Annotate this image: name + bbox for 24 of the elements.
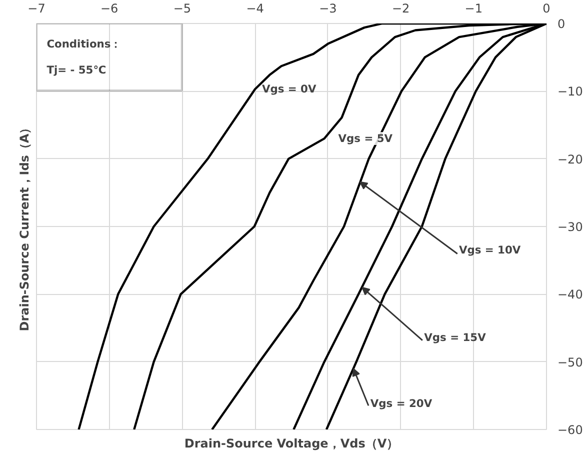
annotation: Tj= - 55℃ bbox=[46, 64, 106, 77]
x-tick-label: −1 bbox=[464, 2, 482, 16]
y-tick-label: −50 bbox=[558, 355, 583, 370]
x-tick-label: −2 bbox=[392, 2, 410, 16]
x-axis-title: Drain-Source Voltage，Vds（V） bbox=[184, 436, 399, 450]
annotation: Conditions： bbox=[46, 37, 122, 50]
x-tick-label: −6 bbox=[100, 2, 118, 16]
annotation: Vgs = 20V bbox=[370, 397, 433, 410]
x-tick-label: −3 bbox=[319, 2, 337, 16]
annotation: Vgs = 10V bbox=[458, 243, 522, 256]
x-tick-label: 0 bbox=[542, 2, 550, 16]
annotation: Vgs = 0V bbox=[262, 82, 317, 96]
y-axis-title: Drain-Source Current，Ids（A） bbox=[18, 122, 32, 332]
y-tick-label: −40 bbox=[558, 288, 583, 302]
annotation: Vgs = 15V bbox=[424, 330, 487, 344]
y-tick-label: −20 bbox=[558, 152, 583, 166]
y-tick-label: −10 bbox=[558, 84, 583, 99]
x-tick-label: −5 bbox=[173, 2, 192, 16]
annotation: Vgs = 5V bbox=[338, 132, 394, 146]
x-tick-label: −7 bbox=[28, 2, 46, 16]
x-tick-label: −4 bbox=[246, 2, 264, 16]
y-tick-label: −60 bbox=[558, 423, 583, 437]
y-tick-label: 0 bbox=[558, 17, 566, 31]
y-tick-label: −30 bbox=[558, 220, 583, 234]
